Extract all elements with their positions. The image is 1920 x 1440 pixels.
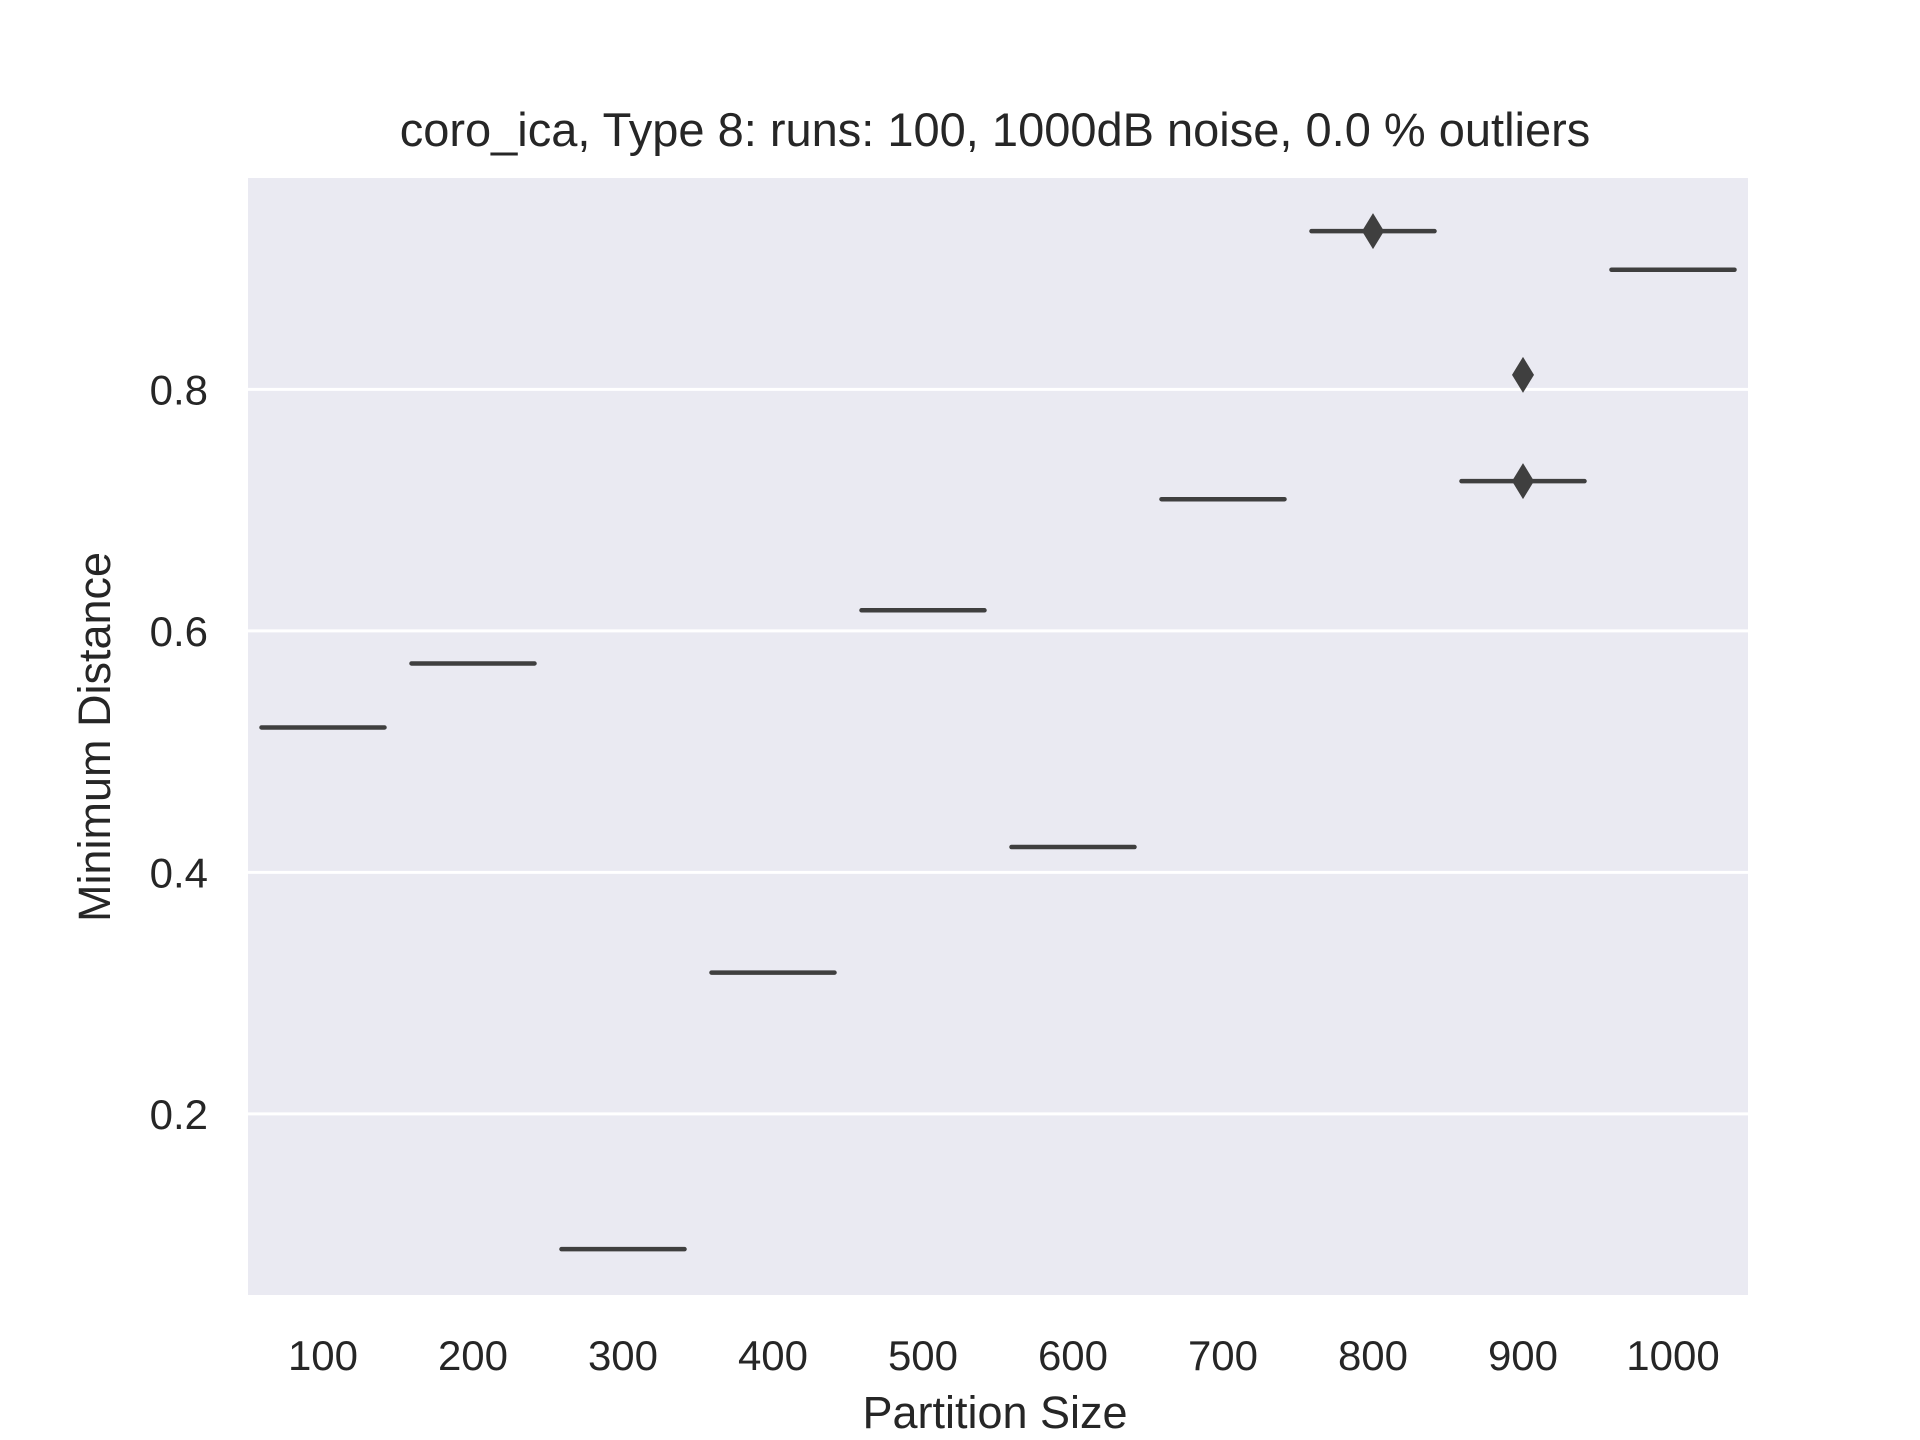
plot-area	[248, 178, 1748, 1295]
x-tick-label: 300	[588, 1332, 658, 1379]
chart-title: coro_ica, Type 8: runs: 100, 1000dB nois…	[400, 103, 1591, 156]
y-tick-label: 0.6	[150, 608, 208, 655]
x-axis-label: Partition Size	[862, 1387, 1127, 1438]
outlier-marker	[1362, 213, 1384, 250]
x-tick-label: 900	[1488, 1332, 1558, 1379]
x-tick-label: 1000	[1626, 1332, 1719, 1379]
x-tick-label: 100	[288, 1332, 358, 1379]
y-tick-labels: 0.2 0.4 0.6 0.8	[150, 366, 208, 1138]
x-tick-label: 600	[1038, 1332, 1108, 1379]
x-tick-label: 400	[738, 1332, 808, 1379]
x-tick-labels: 100 200 300 400 500 600 700 800 900 1000	[288, 1332, 1720, 1379]
x-tick-label: 500	[888, 1332, 958, 1379]
x-tick-label: 800	[1338, 1332, 1408, 1379]
outlier-marker	[1512, 463, 1534, 500]
y-tick-label: 0.8	[150, 366, 208, 413]
x-tick-label: 700	[1188, 1332, 1258, 1379]
x-tick-label: 200	[438, 1332, 508, 1379]
y-tick-label: 0.2	[150, 1091, 208, 1138]
box-marks	[259, 213, 1737, 1252]
outlier-marker	[1512, 356, 1534, 393]
y-axis-label: Minimum Distance	[69, 552, 120, 922]
grid-lines	[248, 387, 1748, 1116]
y-tick-label: 0.4	[150, 849, 208, 896]
